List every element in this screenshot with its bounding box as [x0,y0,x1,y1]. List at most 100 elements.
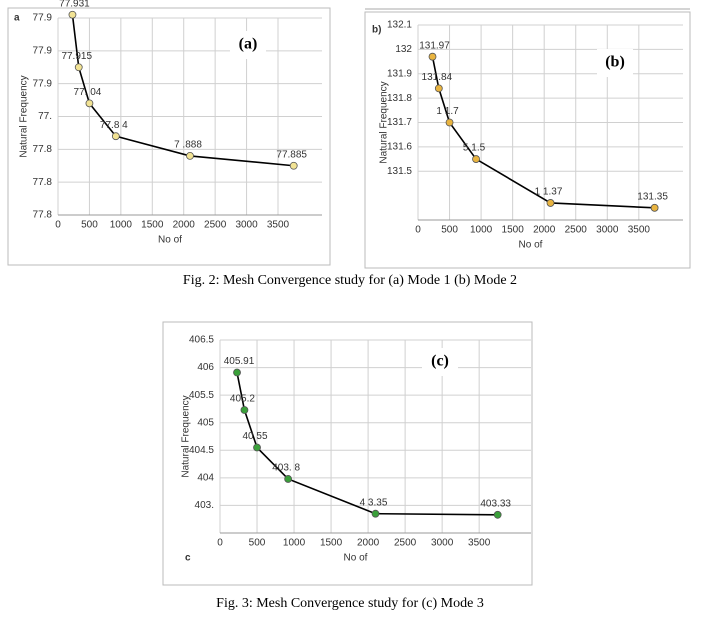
y-tick-label: 77.8 [33,210,53,221]
data-line [71,14,294,167]
panel-label-box [230,31,266,59]
caption: Fig. 2: Mesh Convergence study for (a) M… [183,273,517,288]
chart-frame [162,321,533,586]
y-tick-label: 77. [38,111,52,122]
y-tick-label: 132.1 [387,20,412,31]
data-point [74,63,83,72]
data-point [284,475,293,483]
x-tick-label: 2500 [565,225,588,236]
y-tick-label: 405 [197,417,214,428]
data-label: 1 1.7 [436,106,459,117]
x-tick-label: 500 [249,538,266,549]
x-tick-label: 3000 [596,225,619,236]
x-tick-label: 1000 [110,220,133,231]
data-label: 77.8 4 [100,120,128,131]
x-tick-label: 3000 [235,220,258,231]
data-point [85,99,94,108]
y-tick-label: 77.9 [33,45,53,56]
x-tick-label: 2000 [173,220,196,231]
y-tick-label: 131.5 [387,166,412,177]
y-axis-label: Natural Frequency [181,395,192,477]
y-tick-label: 77.9 [33,13,53,24]
y-tick-label: 77.8 [33,177,53,188]
panel-label: (b) [605,54,625,71]
data-label: 40 55 [243,431,268,442]
caption: Fig. 3: Mesh Convergence study for (c) M… [216,596,484,611]
x-tick-label: 1500 [502,225,525,236]
data-point [253,443,261,452]
data-label: 405.2 [230,394,255,405]
data-point [472,155,480,163]
x-tick-label: 3000 [431,538,454,549]
data-line [431,56,655,209]
data-label: 403.33 [480,498,511,509]
data-label: 5 1.5 [463,143,486,154]
data-label: 77.931 [59,0,90,9]
panel-label: (a) [239,36,258,53]
data-point [434,84,443,93]
data-point [186,151,194,160]
data-line [236,372,498,516]
data-label: 77.885 [276,149,307,160]
x-tick-label: 1000 [283,538,306,549]
y-tick-label: 77.9 [33,78,53,89]
data-point [428,52,437,61]
data-label: 77.915 [61,51,92,62]
panel-label-box [422,348,458,376]
y-tick-label: 404 [197,472,214,483]
corner-label: c [185,553,191,564]
data-point [650,203,659,212]
data-label: 131.97 [419,40,450,51]
y-tick-label: 131.8 [387,93,412,104]
y-axis-label: Natural Frequency [19,75,30,157]
y-tick-label: 404.5 [189,445,214,456]
x-tick-label: 3500 [267,220,290,231]
x-axis-label: No of [344,553,368,564]
x-tick-label: 0 [217,538,223,549]
y-tick-label: 131.9 [387,68,412,79]
data-label: 131.35 [637,191,668,202]
data-point [68,10,77,19]
data-label: 1 1.37 [535,187,563,198]
y-tick-label: 406 [197,362,214,373]
x-tick-label: 0 [55,220,61,231]
y-tick-label: 77.8 [33,144,53,155]
data-point [111,132,120,141]
x-tick-label: 3500 [628,225,651,236]
data-label: 405.91 [224,356,255,367]
data-label: 131.84 [422,72,453,83]
x-tick-label: 2000 [533,225,556,236]
x-tick-label: 1500 [320,538,343,549]
x-tick-label: 2500 [394,538,417,549]
data-point [289,161,298,170]
corner-label: b) [372,25,381,36]
data-point [240,406,249,414]
x-tick-label: 500 [81,220,98,231]
corner-label: a [14,13,20,24]
y-tick-label: 406.5 [189,335,214,346]
data-point [233,368,241,377]
panel-label-box [597,49,633,77]
x-tick-label: 3500 [468,538,491,549]
chart-frame [364,11,691,269]
y-tick-label: 131.6 [387,142,412,153]
x-axis-label: No of [519,240,543,251]
data-label: 7 .888 [174,140,202,151]
y-tick-label: 132 [395,44,412,55]
data-point [445,118,454,127]
data-label: 403. 8 [272,463,300,474]
y-tick-label: 403. [195,500,214,511]
y-axis-label: Natural Frequency [379,81,390,163]
x-axis-label: No of [158,235,182,246]
x-tick-label: 2000 [357,538,380,549]
x-tick-label: 500 [441,225,458,236]
panel-label: (c) [431,353,449,370]
x-tick-label: 1500 [141,220,164,231]
data-point [371,509,380,518]
x-tick-label: 2500 [204,220,227,231]
data-point [493,510,502,519]
data-label: 77. 04 [74,87,102,98]
x-tick-label: 0 [415,225,421,236]
x-tick-label: 1000 [470,225,493,236]
